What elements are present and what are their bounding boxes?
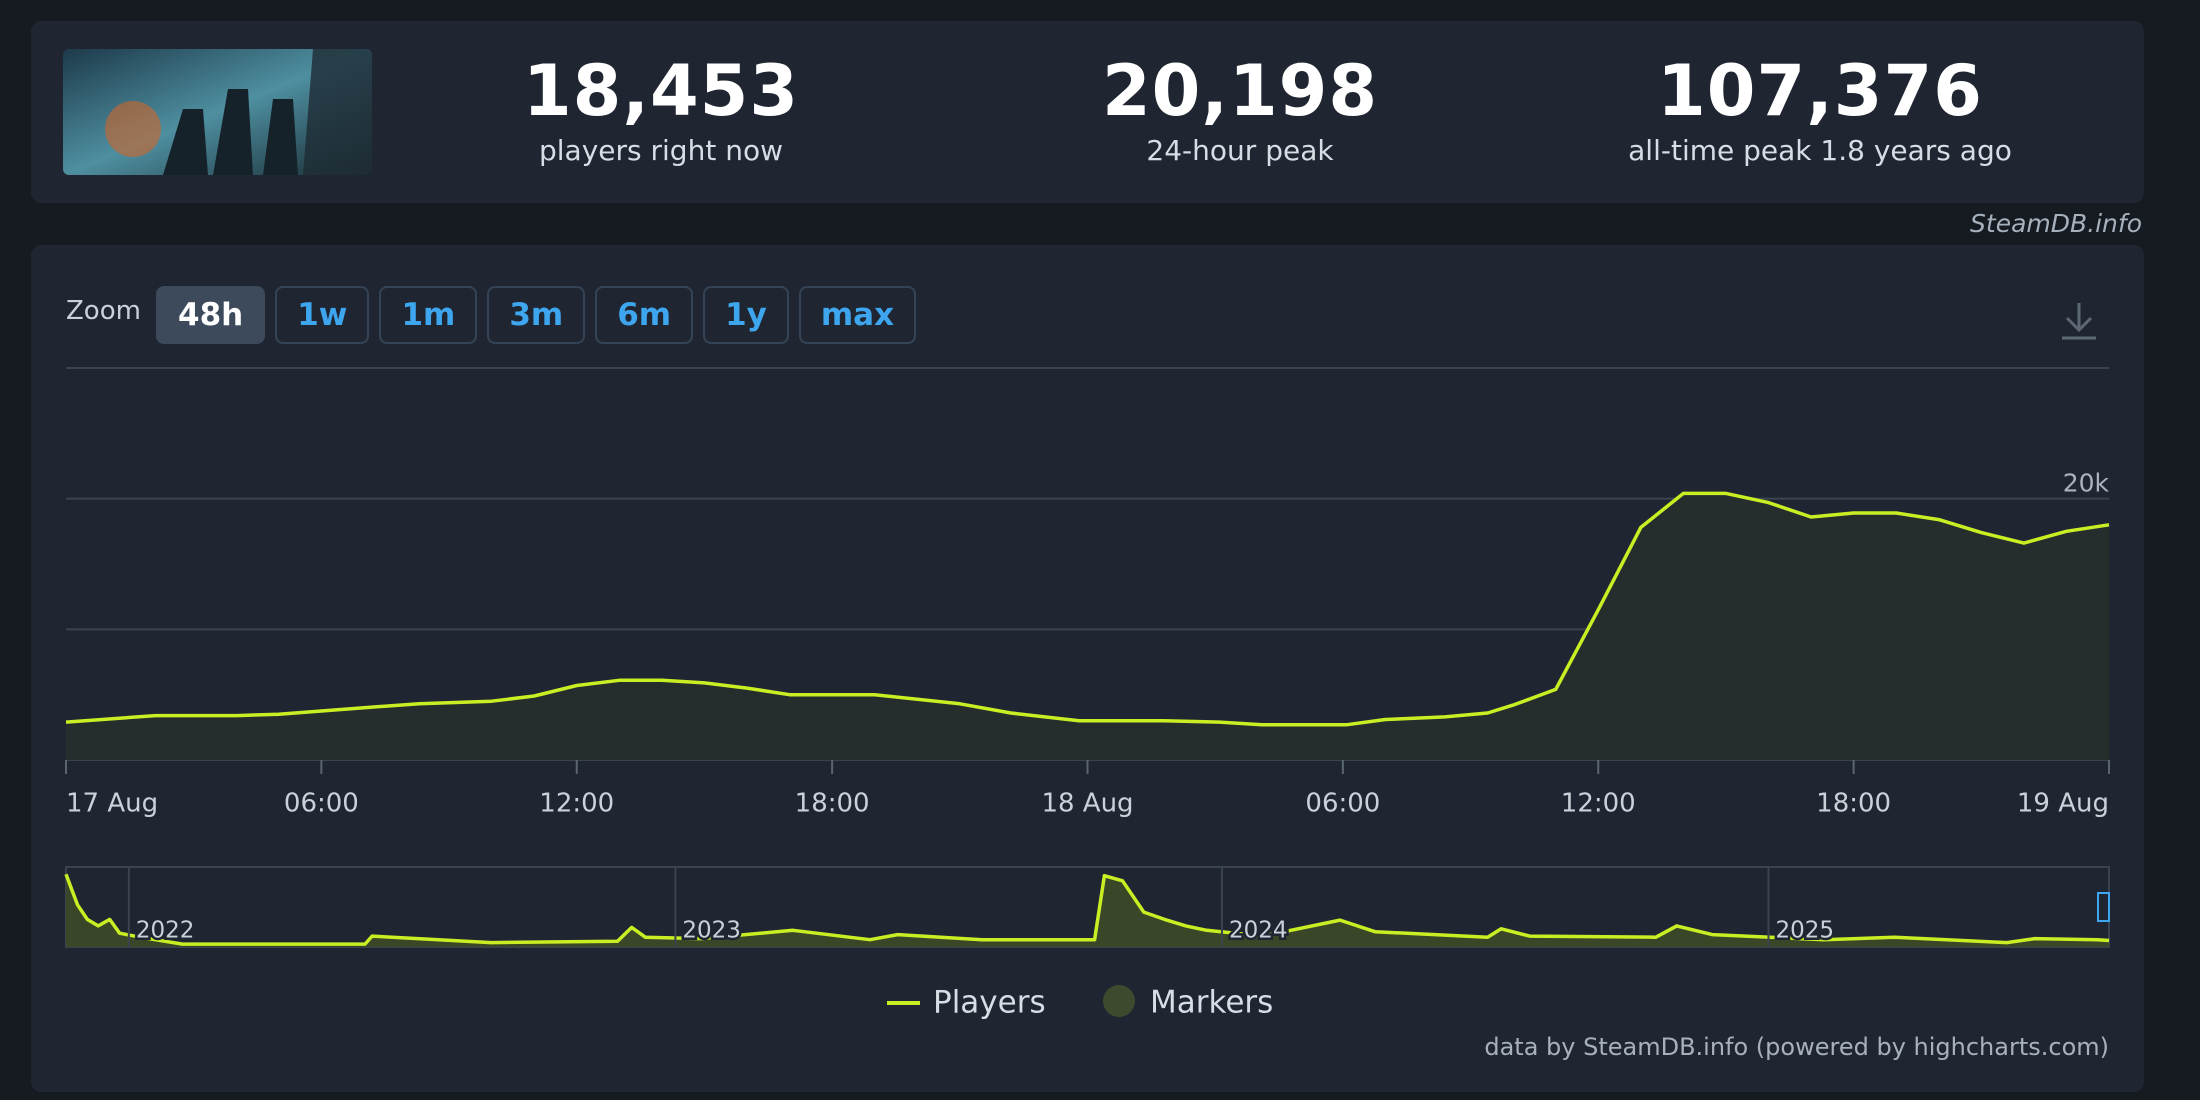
credits: data by SteamDB.info (powered by highcha…: [1484, 1033, 2109, 1061]
x-tick-label: 18:00: [795, 789, 870, 819]
x-tick-label: 17 Aug: [66, 789, 158, 819]
area-fill: [66, 874, 2109, 947]
line: [64, 873, 2110, 946]
x-tick-label: 12:00: [539, 789, 614, 819]
stat-label: players right now: [539, 134, 783, 167]
zoom-button[interactable]: 6m: [595, 286, 694, 344]
x-tick-label: 18:00: [1816, 789, 1891, 819]
legend-label: Players: [933, 985, 1046, 1021]
download-icon[interactable]: [2062, 303, 2096, 340]
zoom-button[interactable]: 1w: [275, 286, 370, 344]
stat-current: 18,453 players right now: [361, 51, 961, 169]
stat-value: 107,376: [1657, 50, 1983, 132]
x-tick-label: 18 Aug: [1041, 789, 1133, 819]
line: [65, 491, 2110, 727]
navigator-handle[interactable]: [2097, 892, 2110, 922]
zoom-label: Zoom: [66, 296, 141, 326]
zoom-button[interactable]: 48h: [156, 286, 266, 344]
zoom-button[interactable]: max: [798, 286, 917, 344]
source-link[interactable]: SteamDB.info: [1970, 209, 2142, 238]
zoom-buttons: 48h 1w 1m 3m 6m 1y max: [156, 286, 917, 344]
stats-panel: 18,453 players right now 20,198 24-hour pe…: [31, 21, 2144, 203]
game-thumbnail[interactable]: [63, 49, 372, 175]
legend-label: Markers: [1150, 985, 1273, 1021]
zoom-button[interactable]: 3m: [487, 286, 586, 344]
stat-value: 18,453: [522, 50, 800, 132]
x-tick-label: 2024: [1229, 918, 1288, 944]
stat-value: 20,198: [1101, 50, 1379, 132]
stat-label: all-time peak 1.8 years ago: [1628, 134, 2012, 167]
x-tick-label: 2023: [682, 918, 741, 944]
x-tick-label: 19 Aug: [2017, 789, 2109, 819]
legend-marker: [1103, 985, 1135, 1017]
area-fill: [66, 493, 2109, 760]
x-tick-label: 06:00: [284, 789, 359, 819]
x-tick-label: 2022: [136, 918, 195, 944]
x-tick-label: 12:00: [1561, 789, 1636, 819]
x-tick-label: 06:00: [1305, 789, 1380, 819]
zoom-button[interactable]: 1m: [379, 286, 478, 344]
stat-label: 24-hour peak: [1146, 134, 1334, 167]
y-tick-label: 20k: [2063, 469, 2110, 498]
stat-all-time-peak: 107,376 all-time peak 1.8 years ago: [1520, 51, 2120, 169]
x-tick-label: 2025: [1776, 918, 1835, 944]
zoom-button[interactable]: 1y: [703, 286, 789, 344]
stat-24h-peak: 20,198 24-hour peak: [940, 51, 1540, 169]
